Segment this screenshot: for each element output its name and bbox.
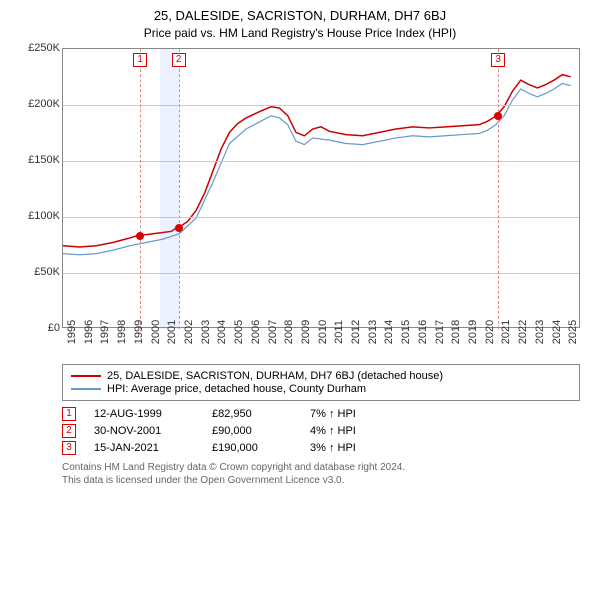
chart-title: 25, DALESIDE, SACRISTON, DURHAM, DH7 6BJ [10, 8, 590, 23]
x-axis-label: 2025 [567, 320, 593, 344]
marker-number-box: 1 [133, 53, 147, 67]
legend-row: 25, DALESIDE, SACRISTON, DURHAM, DH7 6BJ… [71, 370, 571, 382]
marker-dot [494, 112, 502, 120]
transaction-diff: 4% ↑ HPI [310, 425, 390, 437]
legend-row: HPI: Average price, detached house, Coun… [71, 383, 571, 395]
plot-region: 1 2 3 [62, 48, 580, 328]
transaction-marker: 3 [62, 441, 76, 455]
marker-band [160, 49, 179, 329]
marker-dashline [179, 49, 180, 329]
series-line-hpi [63, 83, 571, 254]
marker-dashline [140, 49, 141, 329]
legend-label: HPI: Average price, detached house, Coun… [107, 383, 366, 395]
chart-area: 123 £0£50K£100K£150K£200K£250K1995199619… [20, 48, 580, 358]
legend-label: 25, DALESIDE, SACRISTON, DURHAM, DH7 6BJ… [107, 370, 443, 382]
chart-container: 25, DALESIDE, SACRISTON, DURHAM, DH7 6BJ… [0, 0, 600, 497]
transaction-date: 12-AUG-1999 [94, 408, 194, 420]
y-axis-label: £100K [20, 210, 60, 222]
transaction-diff: 7% ↑ HPI [310, 408, 390, 420]
transaction-marker: 1 [62, 407, 76, 421]
y-axis-label: £200K [20, 98, 60, 110]
transaction-date: 30-NOV-2001 [94, 425, 194, 437]
marker-dot [175, 224, 183, 232]
marker-dashline [498, 49, 499, 329]
y-axis-label: £50K [20, 266, 60, 278]
transaction-price: £90,000 [212, 425, 292, 437]
transaction-row: 1 12-AUG-1999 £82,950 7% ↑ HPI [62, 407, 580, 421]
transaction-date: 15-JAN-2021 [94, 442, 194, 454]
marker-dot [136, 232, 144, 240]
chart-subtitle: Price paid vs. HM Land Registry's House … [10, 26, 590, 40]
marker-number-box: 3 [491, 53, 505, 67]
transaction-row: 3 15-JAN-2021 £190,000 3% ↑ HPI [62, 441, 580, 455]
legend-swatch [71, 375, 101, 377]
footer-attribution: Contains HM Land Registry data © Crown c… [62, 461, 580, 487]
y-axis-label: £150K [20, 154, 60, 166]
transaction-diff: 3% ↑ HPI [310, 442, 390, 454]
legend: 25, DALESIDE, SACRISTON, DURHAM, DH7 6BJ… [62, 364, 580, 401]
y-axis-label: £0 [20, 322, 60, 334]
transaction-marker: 2 [62, 424, 76, 438]
marker-number-box: 2 [172, 53, 186, 67]
transactions-table: 1 12-AUG-1999 £82,950 7% ↑ HPI 2 30-NOV-2001 £… [62, 407, 580, 455]
footer-line2: This data is licensed under the Open Gov… [62, 474, 580, 487]
footer-line1: Contains HM Land Registry data © Crown c… [62, 461, 580, 474]
transaction-price: £190,000 [212, 442, 292, 454]
transaction-row: 2 30-NOV-2001 £90,000 4% ↑ HPI [62, 424, 580, 438]
transaction-price: £82,950 [212, 408, 292, 420]
legend-swatch [71, 388, 101, 390]
y-axis-label: £250K [20, 42, 60, 54]
